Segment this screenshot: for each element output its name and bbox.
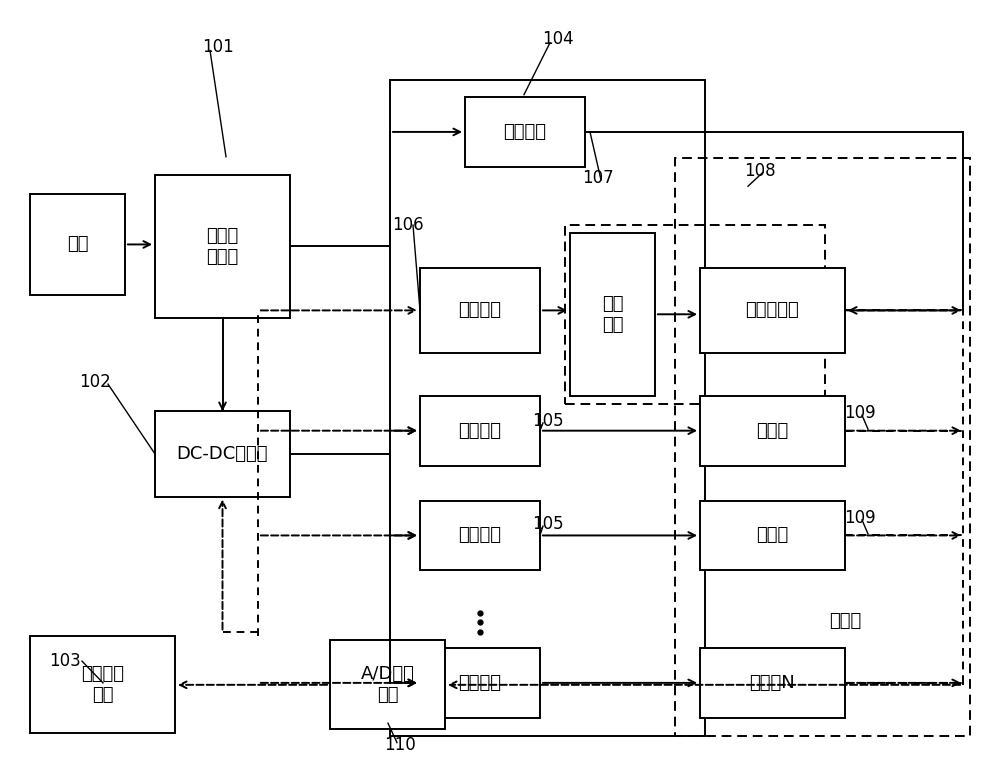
Text: 第二开关: 第二开关 <box>458 526 502 545</box>
Bar <box>700 396 845 466</box>
Text: 105: 105 <box>532 514 564 533</box>
Text: 104: 104 <box>542 29 574 48</box>
Text: 电池组: 电池组 <box>756 526 789 545</box>
Bar <box>330 640 445 729</box>
Bar <box>155 411 290 497</box>
Text: 第二开关: 第二开关 <box>458 674 502 692</box>
Text: 106: 106 <box>392 216 424 234</box>
Bar <box>30 194 125 295</box>
Bar <box>465 97 585 167</box>
Bar <box>155 175 290 318</box>
Bar <box>700 268 845 353</box>
Text: 110: 110 <box>384 736 416 754</box>
Text: 市电: 市电 <box>67 235 88 254</box>
Text: 第二开关: 第二开关 <box>458 421 502 440</box>
Text: DC-DC变换器: DC-DC变换器 <box>177 445 268 463</box>
Bar <box>565 225 825 404</box>
Text: 105: 105 <box>532 411 564 430</box>
Bar <box>420 268 540 353</box>
Text: 均衡
模块: 均衡 模块 <box>602 295 623 334</box>
Text: A/D转换
单元: A/D转换 单元 <box>361 666 414 705</box>
Text: 107: 107 <box>582 169 614 188</box>
Text: 电池组N: 电池组N <box>750 674 795 692</box>
Text: 电池组: 电池组 <box>756 421 789 440</box>
Text: 电池管理
系统: 电池管理 系统 <box>81 666 124 705</box>
Text: 109: 109 <box>844 404 876 422</box>
Text: 第一开关: 第一开关 <box>504 123 546 141</box>
Text: 整流滤
波单元: 整流滤 波单元 <box>206 227 239 265</box>
Text: 102: 102 <box>79 372 111 391</box>
Text: 103: 103 <box>49 652 81 670</box>
Bar <box>700 501 845 570</box>
Bar <box>570 233 655 396</box>
Text: 108: 108 <box>744 161 776 180</box>
Bar <box>390 80 705 736</box>
Text: 电池包: 电池包 <box>829 611 861 630</box>
Bar <box>30 636 175 733</box>
Text: 第三开关: 第三开关 <box>458 301 502 320</box>
Bar <box>420 501 540 570</box>
Bar <box>420 396 540 466</box>
Bar <box>675 158 970 736</box>
Bar <box>420 648 540 718</box>
Text: 109: 109 <box>844 509 876 528</box>
Text: 101: 101 <box>202 37 234 56</box>
Bar <box>700 648 845 718</box>
Text: 超级电容组: 超级电容组 <box>746 301 799 320</box>
